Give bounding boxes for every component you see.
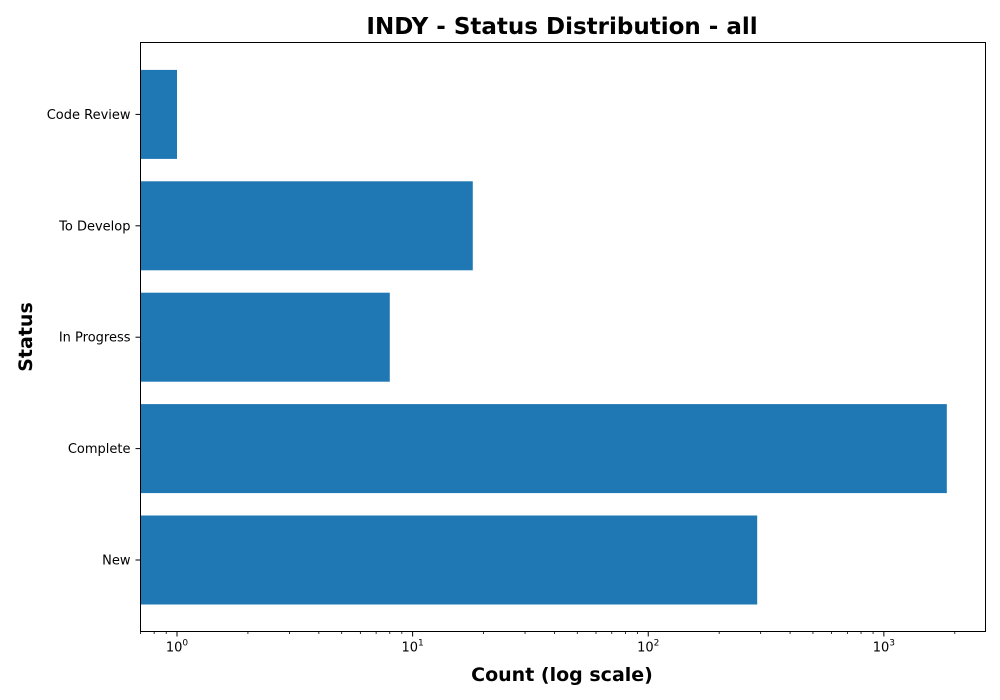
y-axis-label: Status bbox=[15, 302, 37, 372]
bars-group bbox=[140, 69, 947, 605]
x-axis: 100 101 102 103 bbox=[140, 631, 956, 656]
x-tick-label-2: 102 bbox=[637, 639, 659, 656]
bar-complete bbox=[140, 404, 947, 494]
y-tick-label-in-progress: In Progress bbox=[59, 331, 131, 346]
bar-in-progress bbox=[140, 292, 390, 382]
y-axis: New Complete In Progress To Develop Code Rev… bbox=[47, 108, 141, 569]
x-tick-label-0: 100 bbox=[166, 639, 189, 656]
y-tick-label-complete: Complete bbox=[68, 442, 131, 457]
y-tick-label-new: New bbox=[102, 554, 131, 569]
x-tick-label-1: 101 bbox=[401, 639, 423, 656]
x-tick-label-3: 103 bbox=[873, 639, 895, 656]
bar-new bbox=[140, 515, 758, 605]
chart-title: INDY - Status Distribution - all bbox=[366, 14, 757, 40]
bar-to-develop bbox=[140, 181, 473, 271]
x-axis-label: Count (log scale) bbox=[471, 664, 653, 686]
y-tick-label-to-develop: To Develop bbox=[58, 219, 130, 234]
y-tick-label-code-review: Code Review bbox=[47, 108, 131, 123]
bar-code-review bbox=[140, 69, 177, 159]
